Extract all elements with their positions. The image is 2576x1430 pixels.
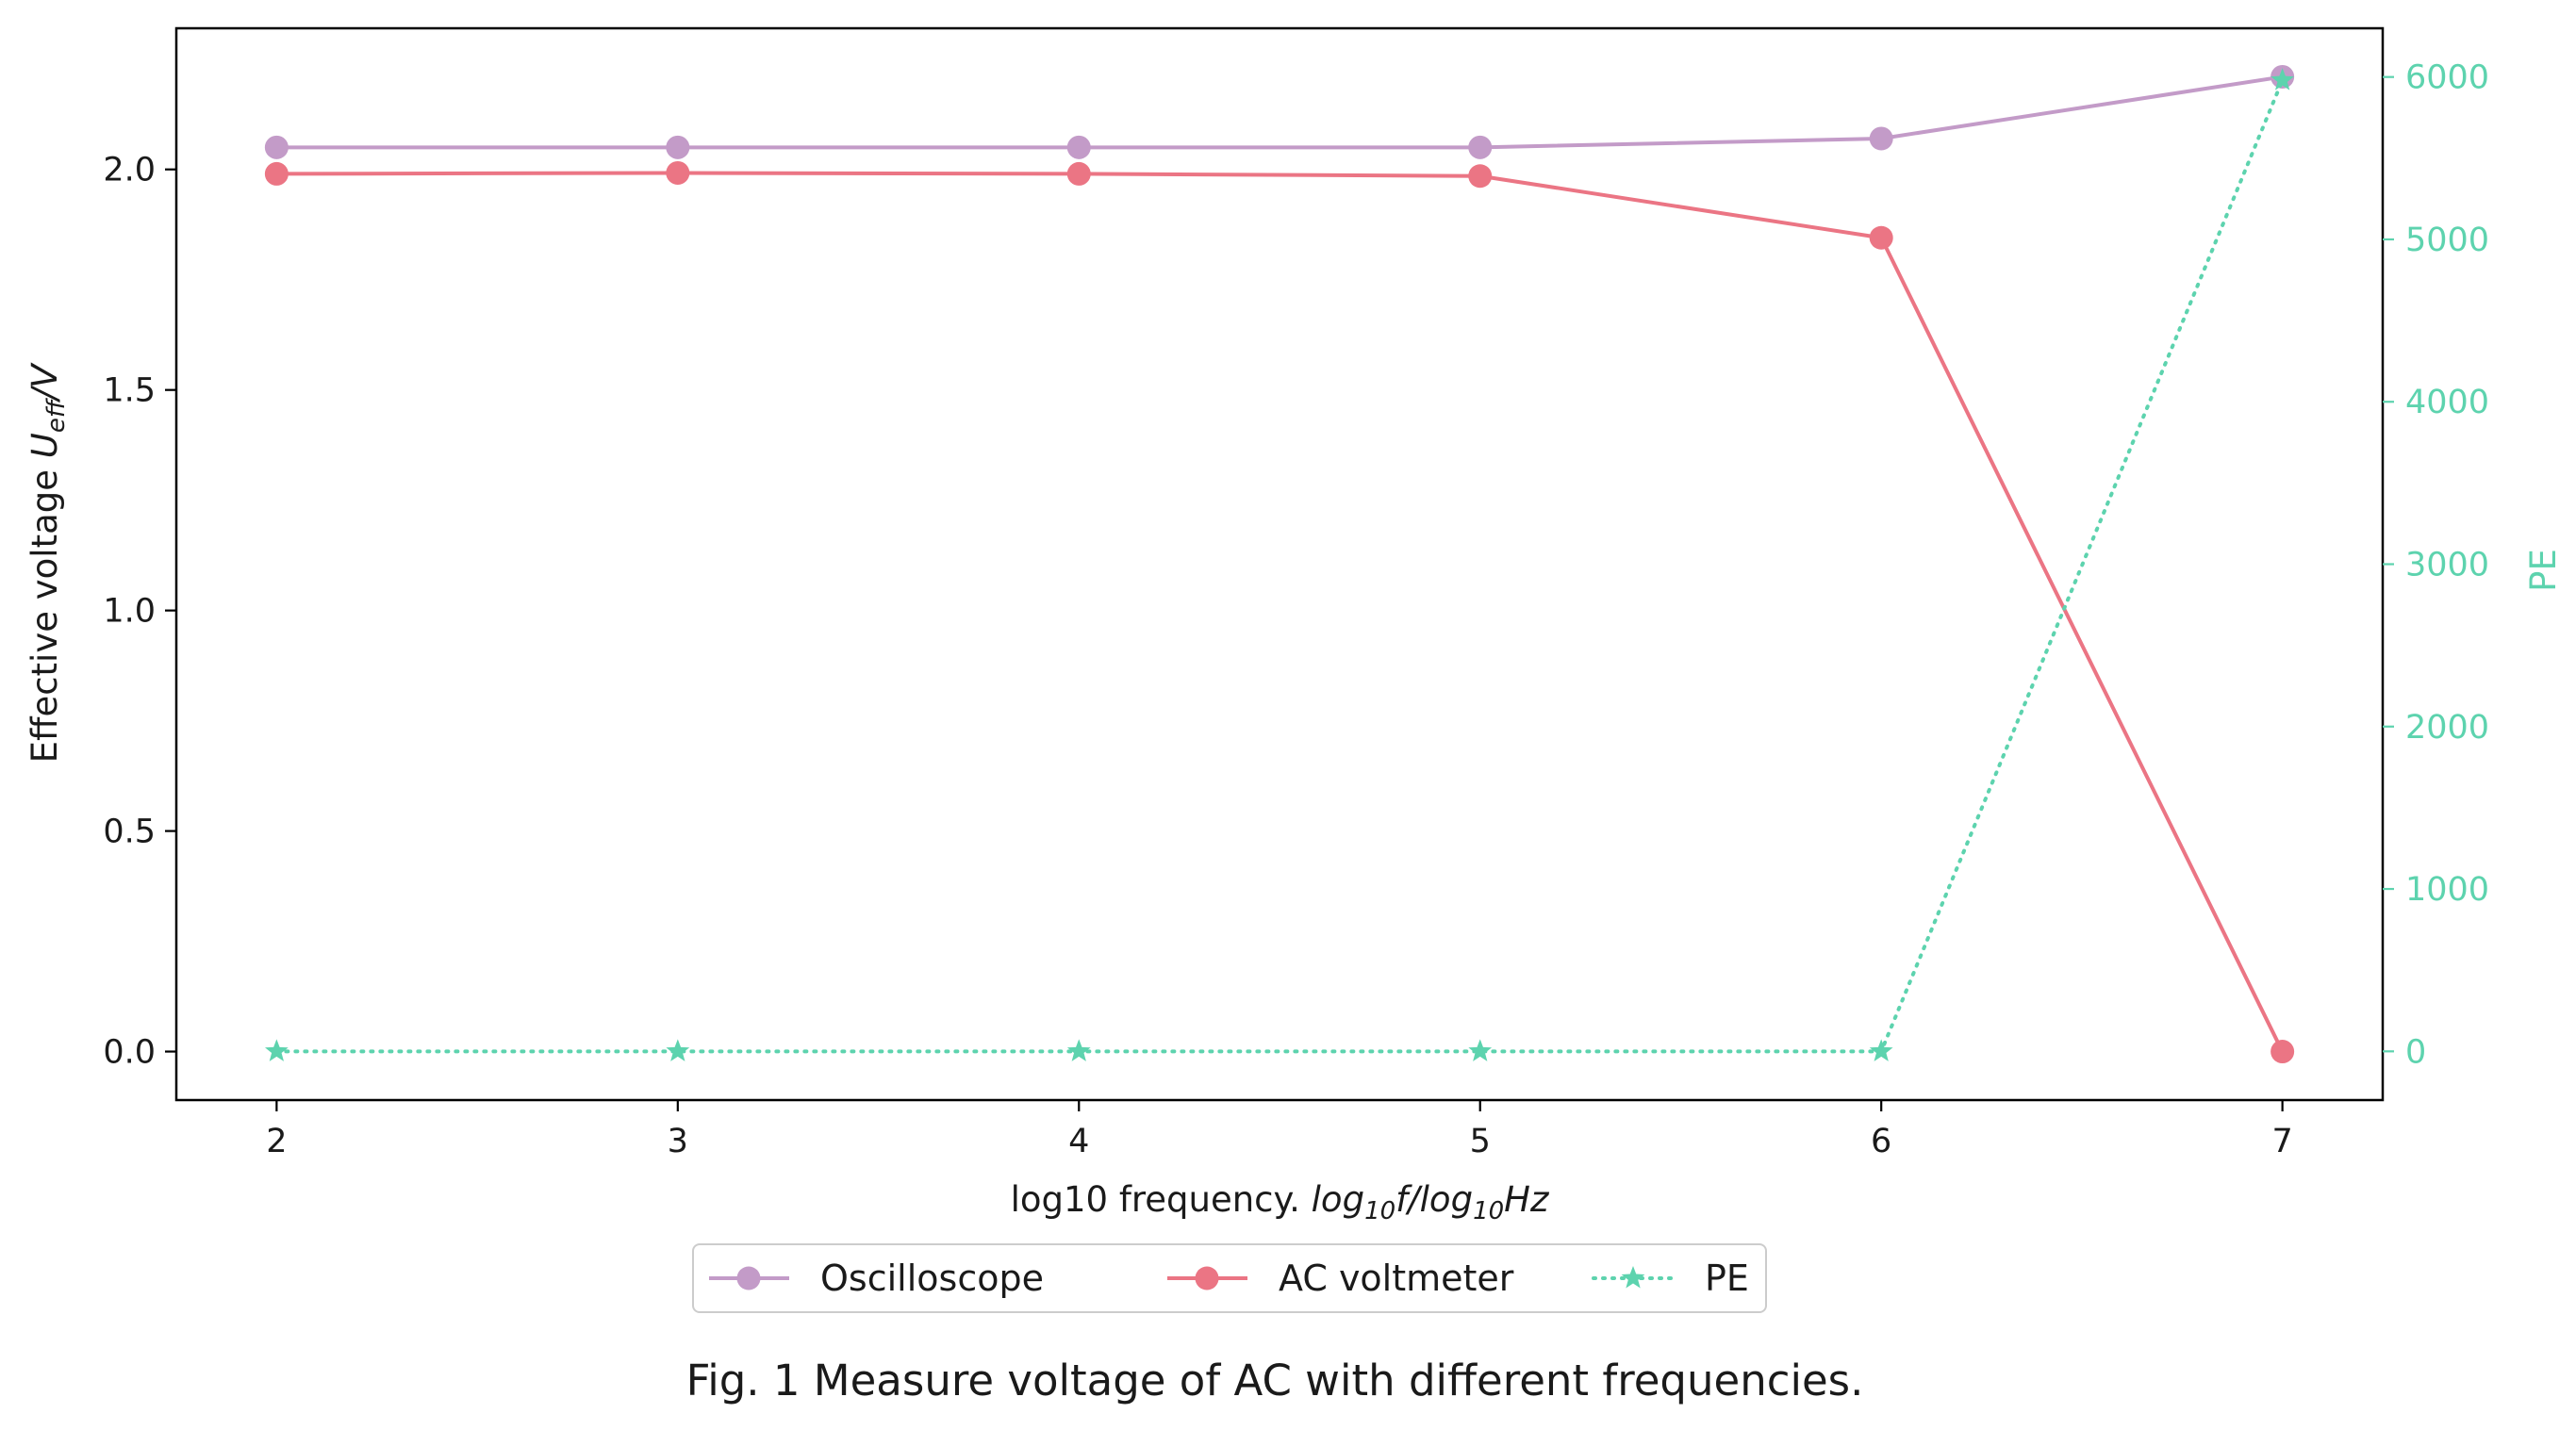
y-axis-label-prefix: Effective voltage <box>25 458 65 763</box>
x-tick-label: 6 <box>1871 1123 1891 1160</box>
series-layer <box>264 64 2295 1064</box>
x-axis-label-mid: f/log <box>1395 1179 1473 1220</box>
y2-tick-label: 3000 <box>2405 547 2489 584</box>
data-point-oscilloscope <box>264 135 289 159</box>
y-tick-label: 1.5 <box>103 372 156 410</box>
data-point-pe <box>1468 1039 1493 1061</box>
plot-frame <box>174 26 2385 1102</box>
series-line-pe <box>274 78 2285 1054</box>
x-axis-label-prefix: log10 frequency. <box>1011 1179 1312 1220</box>
data-point-ac-voltmeter <box>666 160 690 185</box>
x-tick-label: 7 <box>2271 1123 2292 1160</box>
data-point-ac-voltmeter <box>1066 161 1091 186</box>
legend-swatch-marker <box>1195 1266 1219 1290</box>
series-line-ac-voltmeter <box>276 171 2285 1053</box>
y-axis-right: 0 1000 2000 3000 4000 5000 6000 <box>2383 59 2489 1071</box>
x-tick-label: 2 <box>266 1123 287 1160</box>
data-point-oscilloscope <box>1869 126 1893 151</box>
data-point-pe <box>1869 1039 1893 1061</box>
legend-item-oscilloscope: Oscilloscope <box>709 1257 1044 1299</box>
data-point-pe <box>265 1039 289 1061</box>
legend-label: AC voltmeter <box>1279 1257 1514 1299</box>
legend-label: PE <box>1705 1257 1749 1299</box>
y2-axis-label: PE <box>2523 549 2564 592</box>
data-point-pe <box>2271 68 2294 90</box>
y-tick-label: 0.0 <box>103 1034 156 1072</box>
y-tick-label: 0.5 <box>103 814 156 851</box>
figure-caption: Fig. 1 Measure voltage of AC with differ… <box>686 1356 1864 1405</box>
y2-tick-label: 5000 <box>2405 222 2489 259</box>
series-line-oscilloscope <box>276 74 2283 150</box>
data-point-oscilloscope <box>666 135 690 159</box>
y2-tick-label: 4000 <box>2405 384 2489 421</box>
y-axis-label: Effective voltage Ueff/V <box>25 362 71 764</box>
data-point-pe <box>666 1039 690 1061</box>
y-axis-label-sub: eff <box>42 397 71 433</box>
legend: Oscilloscope AC voltmeter PE <box>692 1243 1767 1313</box>
x-axis-label-sub-a: 10 <box>1364 1197 1395 1225</box>
legend-label: Oscilloscope <box>820 1257 1044 1299</box>
data-point-ac-voltmeter <box>264 161 289 186</box>
data-point-pe <box>1066 1039 1091 1061</box>
data-point-ac-voltmeter <box>2271 1040 2295 1064</box>
x-tick-label: 5 <box>1470 1123 1491 1160</box>
y-axis-left: 0.0 0.5 1.0 1.5 2.0 <box>103 152 176 1072</box>
x-axis-label-sub-b: 10 <box>1473 1197 1504 1225</box>
x-tick-label: 3 <box>668 1123 688 1160</box>
legend-swatch-marker <box>736 1266 761 1290</box>
y2-tick-label: 1000 <box>2405 871 2489 909</box>
y2-tick-label: 0 <box>2405 1033 2426 1071</box>
data-point-ac-voltmeter <box>1869 225 1893 250</box>
y2-tick-label: 6000 <box>2405 59 2489 97</box>
y-axis-label-symbol: U <box>25 433 65 458</box>
x-axis-label: log10 frequency. log10f/log10Hz <box>1011 1179 1550 1225</box>
y-tick-label: 1.0 <box>103 593 156 631</box>
x-axis-label-unit: Hz <box>1504 1179 1550 1220</box>
data-point-ac-voltmeter <box>1468 164 1493 189</box>
data-point-oscilloscope <box>1066 135 1091 159</box>
data-point-oscilloscope <box>1468 135 1493 159</box>
y-axis-label-unit: /V <box>25 362 65 403</box>
x-axis-label-log-a: log <box>1312 1179 1364 1220</box>
legend-item-ac-voltmeter: AC voltmeter <box>1167 1257 1514 1299</box>
legend-item-pe: PE <box>1592 1257 1749 1299</box>
y2-tick-label: 2000 <box>2405 709 2489 747</box>
x-axis: 2 3 4 5 6 7 <box>266 1100 2293 1160</box>
x-tick-label: 4 <box>1068 1123 1089 1160</box>
y-tick-label: 2.0 <box>103 152 156 189</box>
legend-swatch-marker <box>1621 1266 1645 1289</box>
